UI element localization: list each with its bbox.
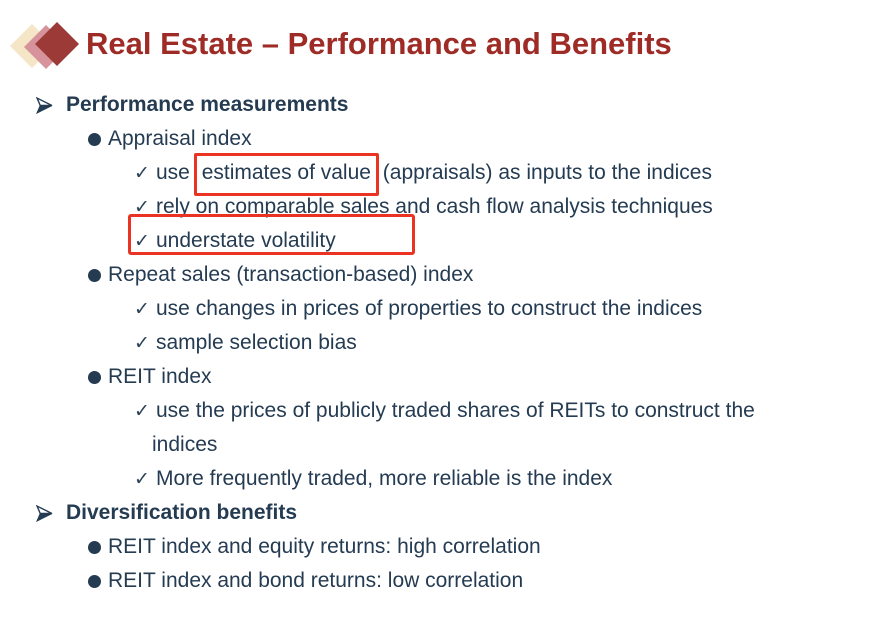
bullet-icon [88,541,101,554]
check-item-text: sample selection bias [156,331,357,354]
section-heading-label: Performance measurements [66,93,349,116]
check-item-text-post: (appraisals) as inputs to the indices [376,161,712,184]
list-item-label: REIT index and bond returns: low correla… [108,569,524,592]
highlight-box-understate [128,214,415,255]
check-icon: ✓ [134,196,150,218]
slide-title: Real Estate – Performance and Benefits [86,26,672,61]
check-item-use-changes: ✓ use changes in prices of properties to… [0,292,873,326]
check-item-text: rely on comparable sales and cash flow a… [156,195,713,218]
check-item-use-prices: ✓ use the prices of publicly traded shar… [0,394,873,428]
list-item-label: REIT index [108,365,212,388]
bullet-icon [88,133,101,146]
highlighted-text: estimates of value [201,161,371,184]
check-item-text-line2: indices [152,433,218,456]
logo-diamonds-icon [10,22,79,69]
list-item-label: Appraisal index [108,127,252,150]
check-item-understate: ✓ understate volatility [0,214,873,258]
check-item-sample-selection: ✓ sample selection bias [0,326,873,360]
check-item-text-line1: use the prices of publicly traded shares… [156,399,755,422]
list-item-reit-equity: REIT index and equity returns: high corr… [0,530,873,564]
section-heading-performance: Performance measurements [0,88,873,122]
check-icon: ✓ [134,162,150,184]
check-item-estimates: ✓ use estimates of value (appraisals) as… [0,153,873,196]
check-item-text-pre: use [156,161,196,184]
highlight-box-estimates: estimates of value [193,153,379,196]
check-icon: ✓ [134,468,150,490]
list-item-reit-index: REIT index [0,360,873,394]
check-icon: ✓ [134,332,150,354]
check-item-text: More frequently traded, more reliable is… [156,467,613,490]
list-item-label: REIT index and equity returns: high corr… [108,535,541,558]
check-item-text: understate volatility [156,229,336,252]
bullet-icon [88,371,101,384]
bullet-icon [88,269,101,282]
check-icon: ✓ [134,400,150,422]
list-item-reit-bond: REIT index and bond returns: low correla… [0,564,873,598]
check-icon: ✓ [134,298,150,320]
list-item-label: Repeat sales (transaction-based) index [108,263,474,286]
bullet-icon [88,575,101,588]
check-icon: ✓ [134,230,150,252]
arrow-bullet-icon [36,505,53,522]
section-heading-diversification: Diversification benefits [0,496,873,530]
check-item-text: use estimates of value (appraisals) as i… [156,153,712,196]
list-item-appraisal-index: Appraisal index [0,122,873,156]
list-item-repeat-sales-index: Repeat sales (transaction-based) index [0,258,873,292]
check-item-rely: ✓ rely on comparable sales and cash flow… [0,190,873,224]
check-item-more-frequently: ✓ More frequently traded, more reliable … [0,462,873,496]
arrow-bullet-icon [36,97,53,114]
check-item-text: use changes in prices of properties to c… [156,297,703,320]
slide-body: Performance measurements Appraisal index… [0,88,873,598]
section-heading-label: Diversification benefits [66,501,298,524]
check-item-use-prices-wrap: indices [0,428,873,462]
